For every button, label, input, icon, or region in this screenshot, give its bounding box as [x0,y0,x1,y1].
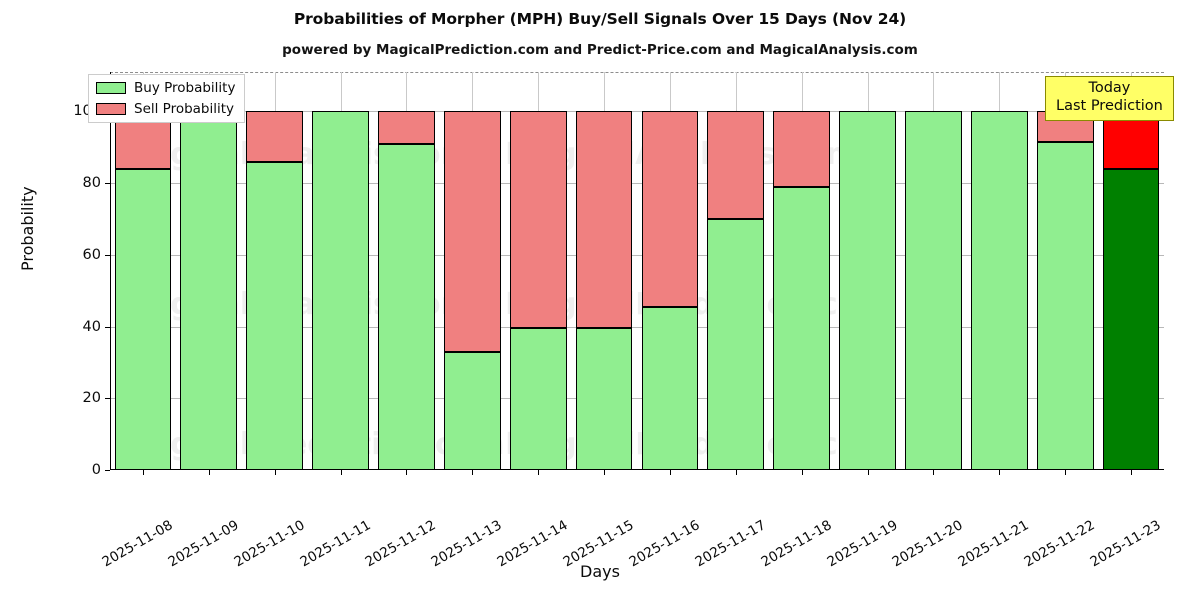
x-axis-label: Days [580,562,620,581]
bar-segment-buy[interactable] [1102,168,1160,470]
reference-dashed-line [110,72,1164,73]
bar-segment-buy[interactable] [312,111,369,470]
x-tick-mark [999,470,1001,475]
x-tick-mark [933,470,935,475]
plot-area: MagicalAnalysis.comMagicalAnalysis.comMa… [73,72,1164,570]
plot-frame [110,72,1164,470]
bar-group[interactable] [378,72,435,470]
chart-legend: Buy Probability Sell Probability [88,74,246,123]
x-tick-mark [1131,470,1133,475]
bar-group[interactable] [839,72,896,470]
bar-segment-buy[interactable] [575,328,633,470]
bar-group[interactable] [970,72,1028,470]
y-tick-label: 40 [82,318,101,335]
y-tick-label: 20 [82,390,101,407]
y-tick-mark [105,254,110,256]
x-tick-mark [801,470,803,475]
bar-segment-buy[interactable] [378,143,435,470]
y-gridline [110,398,1164,400]
legend-item[interactable]: Buy Probability [96,80,235,96]
legend-item[interactable]: Sell Probability [96,101,235,117]
bar-group[interactable] [575,72,633,470]
legend-label: Sell Probability [134,101,235,117]
bar-segment-sell[interactable] [509,111,567,329]
x-tick-mark [538,470,540,475]
bar-segment-sell[interactable] [443,111,501,352]
y-gridline [110,111,1164,113]
bar-segment-buy[interactable] [1036,141,1094,470]
y-gridline [110,254,1164,256]
y-gridline [110,183,1164,185]
bar-segment-sell[interactable] [707,111,765,220]
y-tick-mark [105,183,110,185]
x-tick-mark [867,470,869,475]
today-annotation: Today Last Prediction [1045,76,1174,122]
y-axis-label: Probability [18,186,37,271]
y-tick-label: 80 [82,175,101,192]
x-tick-mark [604,470,606,475]
y-tick-label: 60 [82,246,101,263]
bar-segment-buy[interactable] [839,111,896,470]
x-tick-mark [669,470,671,475]
x-tick-mark [142,470,144,475]
bar-group[interactable] [707,72,765,470]
bar-segment-buy[interactable] [641,306,699,470]
x-tick-mark [1065,470,1067,475]
bar-group[interactable] [312,72,369,470]
bar-segment-sell[interactable] [641,111,699,307]
bar-segment-sell[interactable] [378,111,435,144]
x-tick-mark [340,470,342,475]
bar-segment-buy[interactable] [773,186,830,470]
bar-segment-buy[interactable] [443,351,501,470]
bar-segment-buy[interactable] [509,328,567,470]
today-annotation-line2: Last Prediction [1056,97,1163,114]
bar-segment-sell[interactable] [246,111,303,162]
y-tick-mark [105,470,110,471]
chart-subtitle: powered by MagicalPrediction.com and Pre… [282,42,918,58]
bar-group[interactable] [509,72,567,470]
bar-segment-buy[interactable] [905,111,962,470]
bar-group[interactable] [443,72,501,470]
today-annotation-line1: Today [1088,80,1131,96]
x-tick-mark [208,470,210,475]
bar-segment-buy[interactable] [114,168,172,470]
y-tick-mark [105,398,110,400]
bar-segment-sell[interactable] [773,111,830,187]
bar-group[interactable] [641,72,699,470]
legend-swatch-icon [96,82,126,94]
bar-group[interactable] [246,72,303,470]
bar-group[interactable] [1036,72,1094,470]
bar-group[interactable] [905,72,962,470]
x-tick-mark [472,470,474,475]
legend-label: Buy Probability [134,80,236,96]
x-tick-mark [735,470,737,475]
legend-swatch-icon [96,103,126,115]
y-tick-label: 0 [91,462,101,478]
bar-segment-sell[interactable] [575,111,633,329]
bar-group[interactable] [773,72,830,470]
x-tick-mark [406,470,408,475]
bar-segment-buy[interactable] [246,161,303,470]
chart-title: Probabilities of Morpher (MPH) Buy/Sell … [293,10,907,28]
y-tick-mark [105,326,110,328]
bar-segment-buy[interactable] [707,219,765,470]
x-tick-mark [274,470,276,475]
bar-segment-buy[interactable] [970,111,1028,470]
y-gridline [110,326,1164,328]
